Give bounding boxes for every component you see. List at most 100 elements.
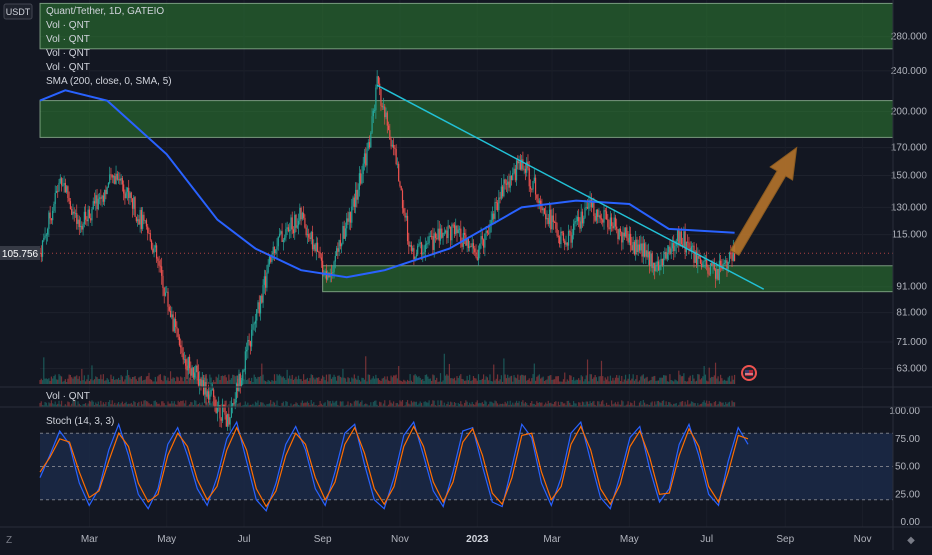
candle-body[interactable]	[52, 210, 54, 221]
candle-body[interactable]	[299, 207, 301, 221]
candle-body[interactable]	[718, 260, 720, 281]
candle-body[interactable]	[396, 163, 399, 165]
candle-body[interactable]	[573, 223, 575, 236]
candle-body[interactable]	[216, 407, 219, 414]
candle-body[interactable]	[438, 228, 440, 241]
candle-body[interactable]	[90, 218, 92, 221]
candle-body[interactable]	[424, 244, 426, 252]
candle-body[interactable]	[338, 240, 340, 252]
candle-body[interactable]	[716, 269, 718, 279]
candle-body[interactable]	[297, 220, 300, 226]
candle-body[interactable]	[676, 229, 679, 241]
candle-body[interactable]	[618, 228, 620, 240]
candle-body[interactable]	[357, 189, 359, 200]
candle-body[interactable]	[550, 209, 552, 230]
candle-body[interactable]	[87, 209, 89, 222]
candle-body[interactable]	[159, 265, 162, 267]
candle-body[interactable]	[295, 214, 297, 228]
candle-body[interactable]	[327, 272, 329, 280]
candle-body[interactable]	[409, 245, 411, 247]
settings-diamond-icon[interactable]: ◆	[907, 535, 915, 546]
candle-body[interactable]	[617, 229, 619, 240]
candle-body[interactable]	[600, 218, 603, 220]
candle-body[interactable]	[136, 219, 139, 222]
candle-body[interactable]	[156, 245, 158, 259]
us-flag-event-icon[interactable]	[741, 365, 757, 381]
candle-body[interactable]	[581, 211, 584, 224]
candle-body[interactable]	[684, 231, 686, 253]
candle-body[interactable]	[148, 233, 150, 234]
candle-body[interactable]	[83, 211, 85, 224]
candle-body[interactable]	[455, 225, 457, 234]
candle-body[interactable]	[275, 249, 277, 254]
candle-body[interactable]	[570, 232, 572, 243]
candle-body[interactable]	[657, 261, 660, 271]
legend-line-2[interactable]: Vol · QNT	[46, 34, 90, 45]
candle-body[interactable]	[423, 251, 425, 254]
candle-body[interactable]	[310, 231, 312, 240]
candle-body[interactable]	[513, 168, 515, 174]
candle-body[interactable]	[726, 260, 728, 269]
candle-body[interactable]	[547, 218, 549, 224]
legend-line-3[interactable]: Vol · QNT	[46, 48, 90, 59]
candle-body[interactable]	[221, 405, 224, 421]
candle-body[interactable]	[631, 245, 633, 251]
candle-body[interactable]	[126, 187, 129, 192]
candle-body[interactable]	[551, 215, 553, 230]
candle-body[interactable]	[192, 367, 194, 378]
candle-body[interactable]	[695, 251, 698, 265]
candle-body[interactable]	[602, 219, 604, 223]
candle-body[interactable]	[262, 284, 264, 303]
candle-body[interactable]	[128, 187, 130, 198]
candle-body[interactable]	[342, 226, 344, 244]
candle-body[interactable]	[398, 163, 400, 182]
candle-body[interactable]	[660, 258, 662, 266]
candle-body[interactable]	[599, 215, 601, 219]
candle-body[interactable]	[152, 248, 154, 253]
candle-body[interactable]	[405, 215, 407, 218]
candle-body[interactable]	[120, 177, 122, 181]
candle-body[interactable]	[697, 255, 699, 265]
candle-body[interactable]	[199, 379, 201, 386]
candle-body[interactable]	[704, 259, 707, 261]
candle-body[interactable]	[267, 264, 269, 273]
candle-body[interactable]	[579, 221, 581, 229]
candle-body[interactable]	[187, 356, 189, 371]
candle-body[interactable]	[147, 226, 149, 234]
candle-body[interactable]	[59, 178, 61, 183]
candle-body[interactable]	[725, 260, 727, 264]
candle-body[interactable]	[614, 217, 617, 227]
candle-body[interactable]	[702, 261, 704, 268]
candle-body[interactable]	[595, 209, 598, 221]
candle-body[interactable]	[584, 207, 586, 218]
candle-body[interactable]	[181, 347, 183, 354]
candle-body[interactable]	[611, 217, 613, 227]
candle-body[interactable]	[481, 236, 483, 240]
candle-body[interactable]	[182, 353, 184, 360]
candle-body[interactable]	[456, 225, 458, 234]
candle-body[interactable]	[393, 144, 395, 148]
candle-body[interactable]	[150, 240, 153, 249]
candle-body[interactable]	[418, 243, 420, 246]
candle-body[interactable]	[399, 181, 401, 187]
candle-body[interactable]	[448, 225, 450, 227]
candle-body[interactable]	[228, 414, 230, 425]
candle-body[interactable]	[339, 240, 341, 247]
candle-body[interactable]	[583, 217, 585, 224]
candle-body[interactable]	[209, 394, 211, 400]
candle-body[interactable]	[207, 391, 210, 400]
candle-body[interactable]	[508, 181, 510, 188]
candle-body[interactable]	[180, 345, 182, 348]
candle-body[interactable]	[109, 174, 111, 183]
support-resistance-zone[interactable]	[39, 2, 894, 50]
candle-body[interactable]	[341, 243, 343, 247]
candle-body[interactable]	[166, 291, 168, 293]
candle-body[interactable]	[239, 373, 241, 387]
candle-body[interactable]	[541, 205, 543, 211]
candle-body[interactable]	[270, 256, 272, 262]
candle-body[interactable]	[313, 244, 315, 250]
candle-body[interactable]	[205, 382, 207, 397]
candle-body[interactable]	[294, 214, 296, 234]
candle-body[interactable]	[475, 252, 477, 258]
